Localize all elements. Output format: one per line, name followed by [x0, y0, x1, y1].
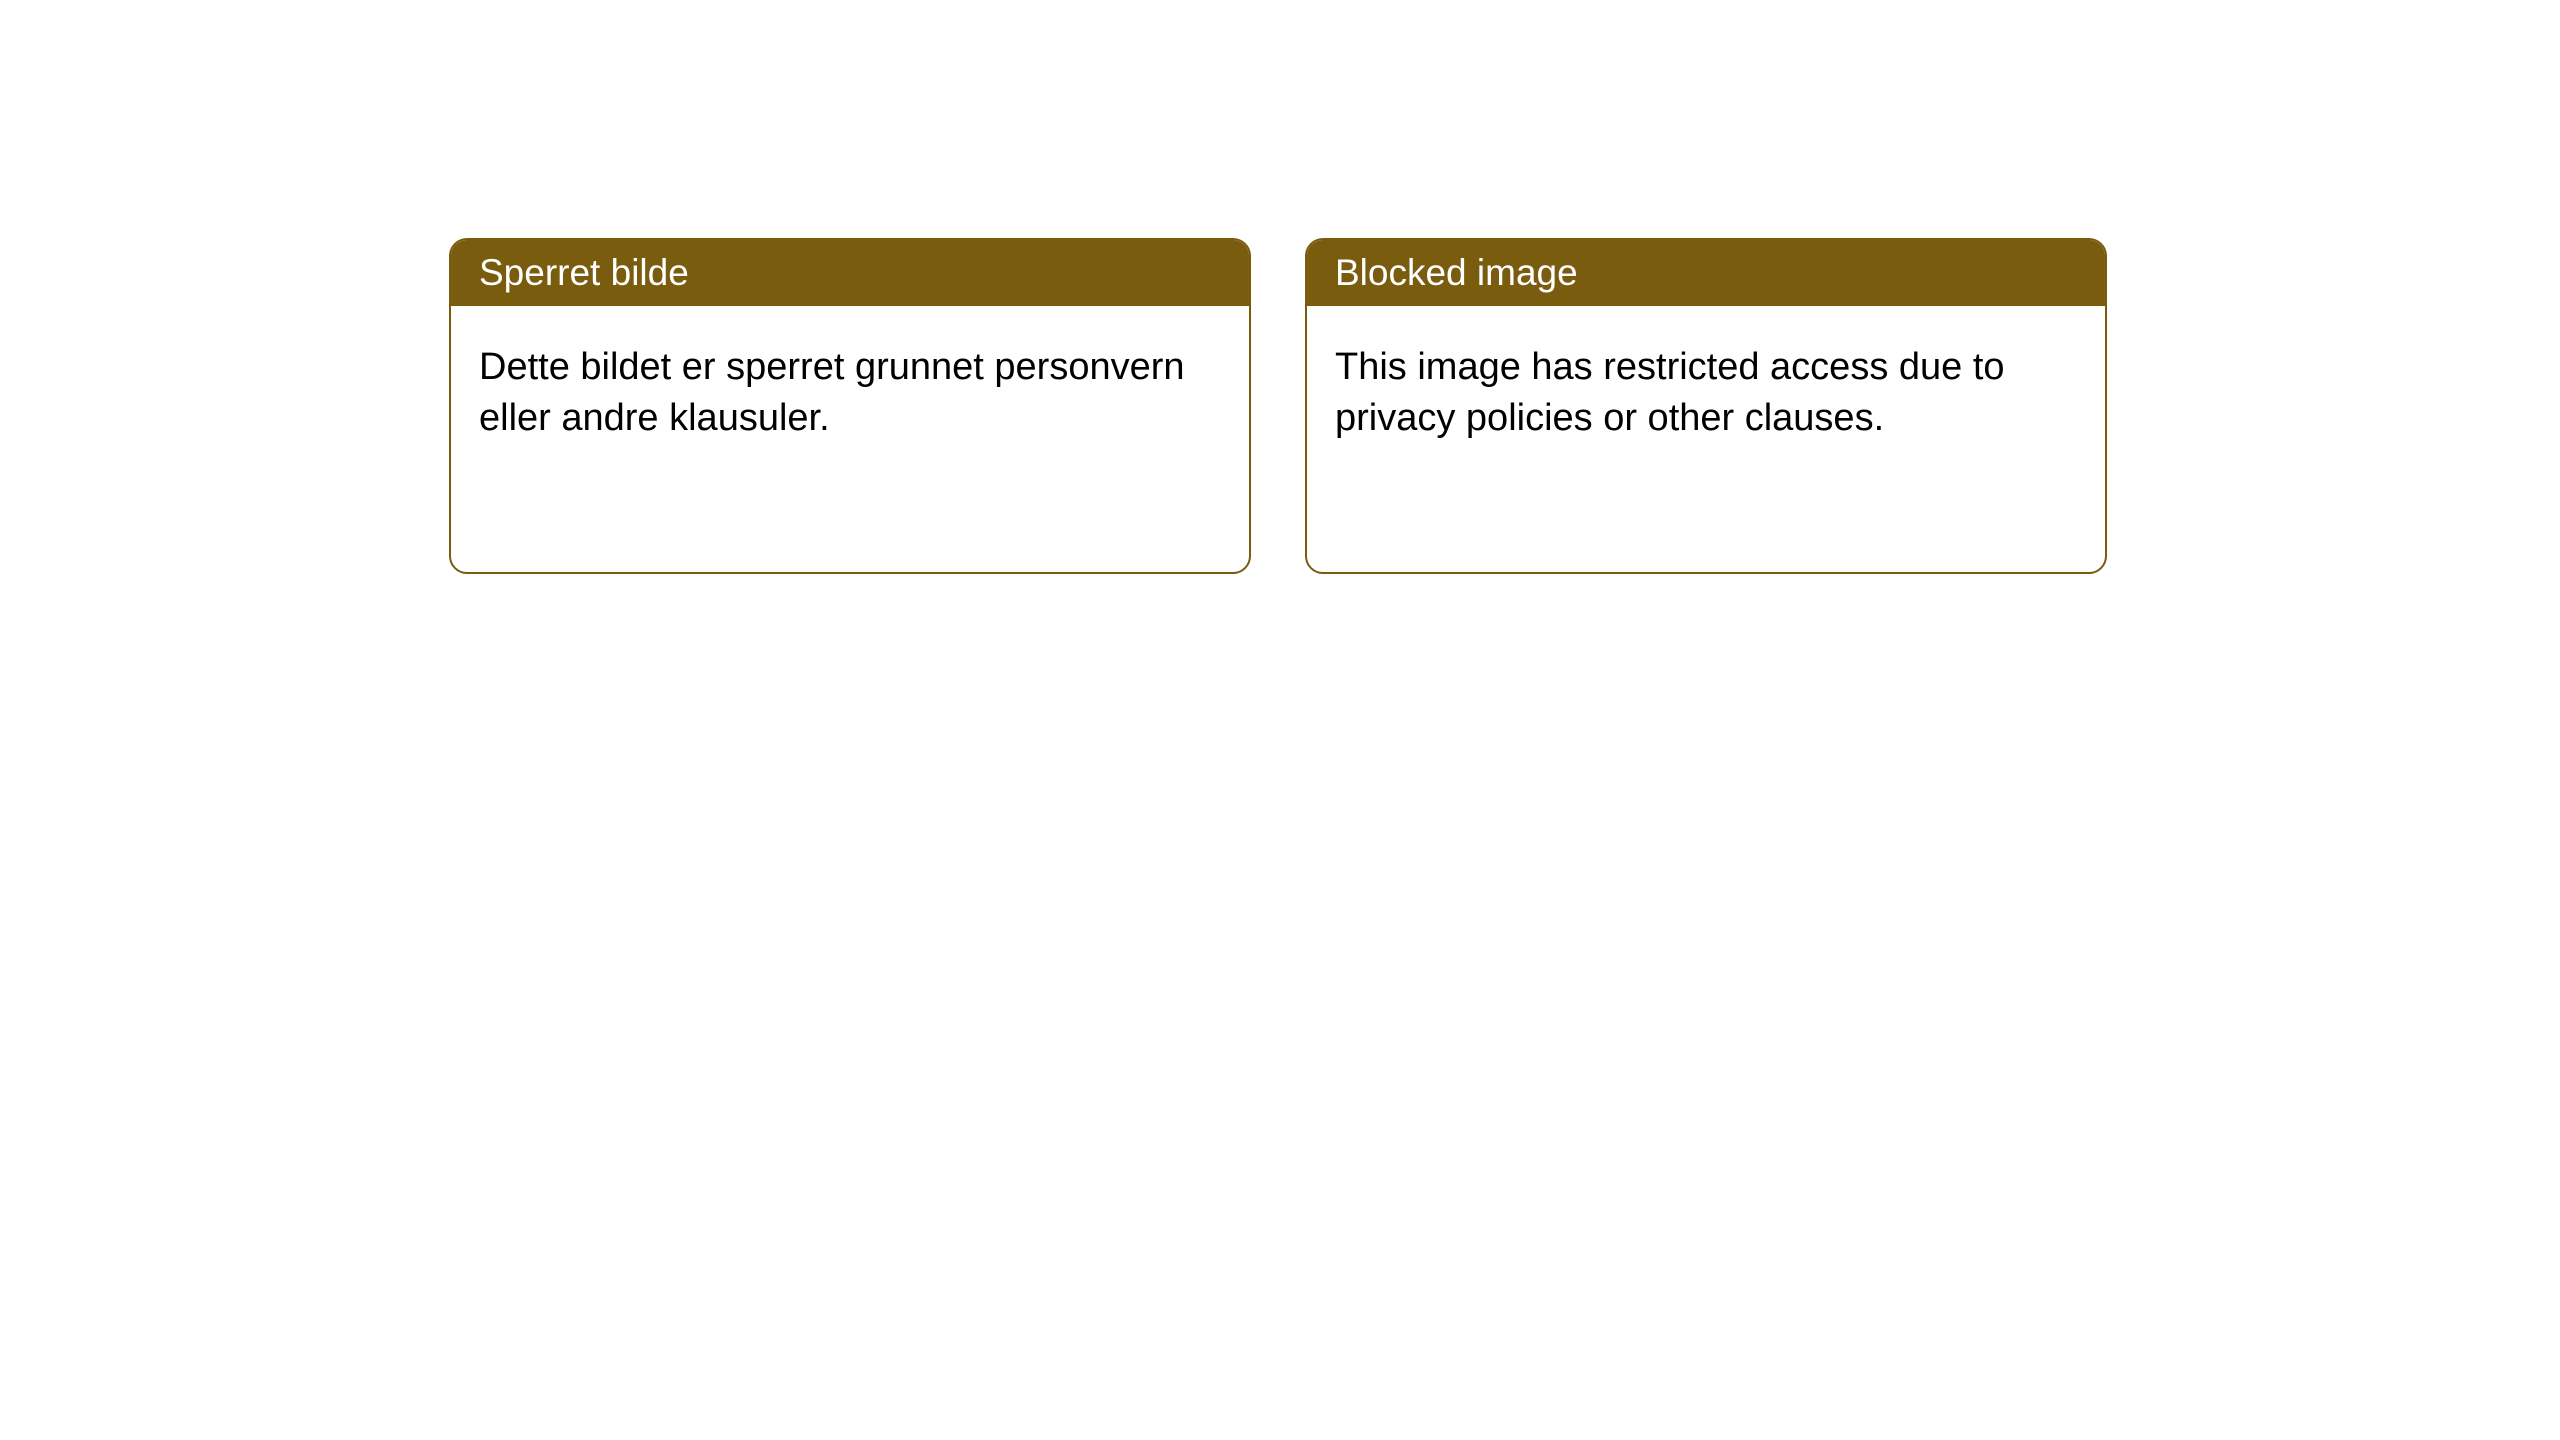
card-title-norwegian: Sperret bilde — [451, 240, 1249, 306]
card-body-norwegian: Dette bildet er sperret grunnet personve… — [451, 306, 1249, 481]
blocked-image-card-english: Blocked image This image has restricted … — [1305, 238, 2107, 574]
notice-cards-container: Sperret bilde Dette bildet er sperret gr… — [449, 238, 2107, 574]
card-title-english: Blocked image — [1307, 240, 2105, 306]
card-body-english: This image has restricted access due to … — [1307, 306, 2105, 481]
blocked-image-card-norwegian: Sperret bilde Dette bildet er sperret gr… — [449, 238, 1251, 574]
